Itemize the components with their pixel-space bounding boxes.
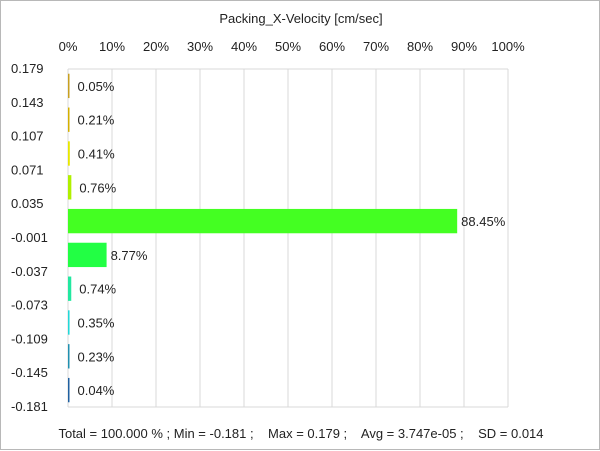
bar-value-label: 88.45% xyxy=(461,214,506,229)
x-tick-label: 80% xyxy=(407,39,433,54)
bar xyxy=(68,175,72,200)
bar-value-label: 0.04% xyxy=(78,383,115,398)
bar xyxy=(68,242,107,268)
x-axis-ticks: 0% 10% 20% 30% 40% 50% 60% 70% 80% 90% 100% xyxy=(59,39,525,54)
bar xyxy=(68,344,70,369)
x-tick-label: 10% xyxy=(99,39,125,54)
bar xyxy=(68,107,70,132)
y-tick-label: -0.073 xyxy=(11,298,48,313)
bar xyxy=(68,310,70,335)
x-tick-label: 100% xyxy=(491,39,525,54)
bar xyxy=(68,141,70,166)
x-tick-label: 90% xyxy=(451,39,477,54)
y-tick-label: 0.035 xyxy=(11,196,44,211)
x-tick-label: 30% xyxy=(187,39,213,54)
chart-title: Packing_X-Velocity [cm/sec] xyxy=(219,11,382,26)
grid-lines xyxy=(67,68,509,408)
y-tick-label: 0.143 xyxy=(11,95,44,110)
bar xyxy=(68,73,70,99)
y-axis-ticks: 0.179 0.143 0.107 0.071 0.035 -0.001 -0.037 -0.… xyxy=(11,61,48,414)
y-tick-label: -0.181 xyxy=(11,399,48,414)
x-tick-label: 50% xyxy=(275,39,301,54)
y-tick-label: 0.071 xyxy=(11,162,44,177)
y-tick-label: -0.145 xyxy=(11,365,48,380)
bar-value-label: 0.41% xyxy=(78,147,115,162)
bar-value-label: 0.21% xyxy=(78,113,115,128)
y-tick-label: -0.037 xyxy=(11,264,48,279)
bar-labels: 0.05% 0.21% 0.41% 0.76% 88.45% 8.77% 0.74% 0.35… xyxy=(78,79,506,398)
stats-footer: Total = 100.000 % ; Min = -0.181 ; Max =… xyxy=(58,426,543,441)
y-tick-label: 0.107 xyxy=(11,129,44,144)
y-tick-label: -0.109 xyxy=(11,331,48,346)
x-tick-label: 0% xyxy=(59,39,78,54)
bar-value-label: 0.35% xyxy=(78,316,115,331)
bar-value-label: 8.77% xyxy=(111,248,148,263)
y-tick-label: 0.179 xyxy=(11,61,44,76)
x-tick-label: 40% xyxy=(231,39,257,54)
x-tick-label: 60% xyxy=(319,39,345,54)
x-tick-label: 20% xyxy=(143,39,169,54)
bars xyxy=(68,73,458,403)
y-tick-label: -0.001 xyxy=(11,230,48,245)
bar-value-label: 0.74% xyxy=(79,282,116,297)
x-tick-label: 70% xyxy=(363,39,389,54)
bar-value-label: 0.23% xyxy=(78,349,115,364)
bar xyxy=(68,377,70,403)
bar xyxy=(68,276,72,301)
bar-value-label: 0.76% xyxy=(79,180,116,195)
bar-value-label: 0.05% xyxy=(78,79,115,94)
bar xyxy=(68,208,458,234)
